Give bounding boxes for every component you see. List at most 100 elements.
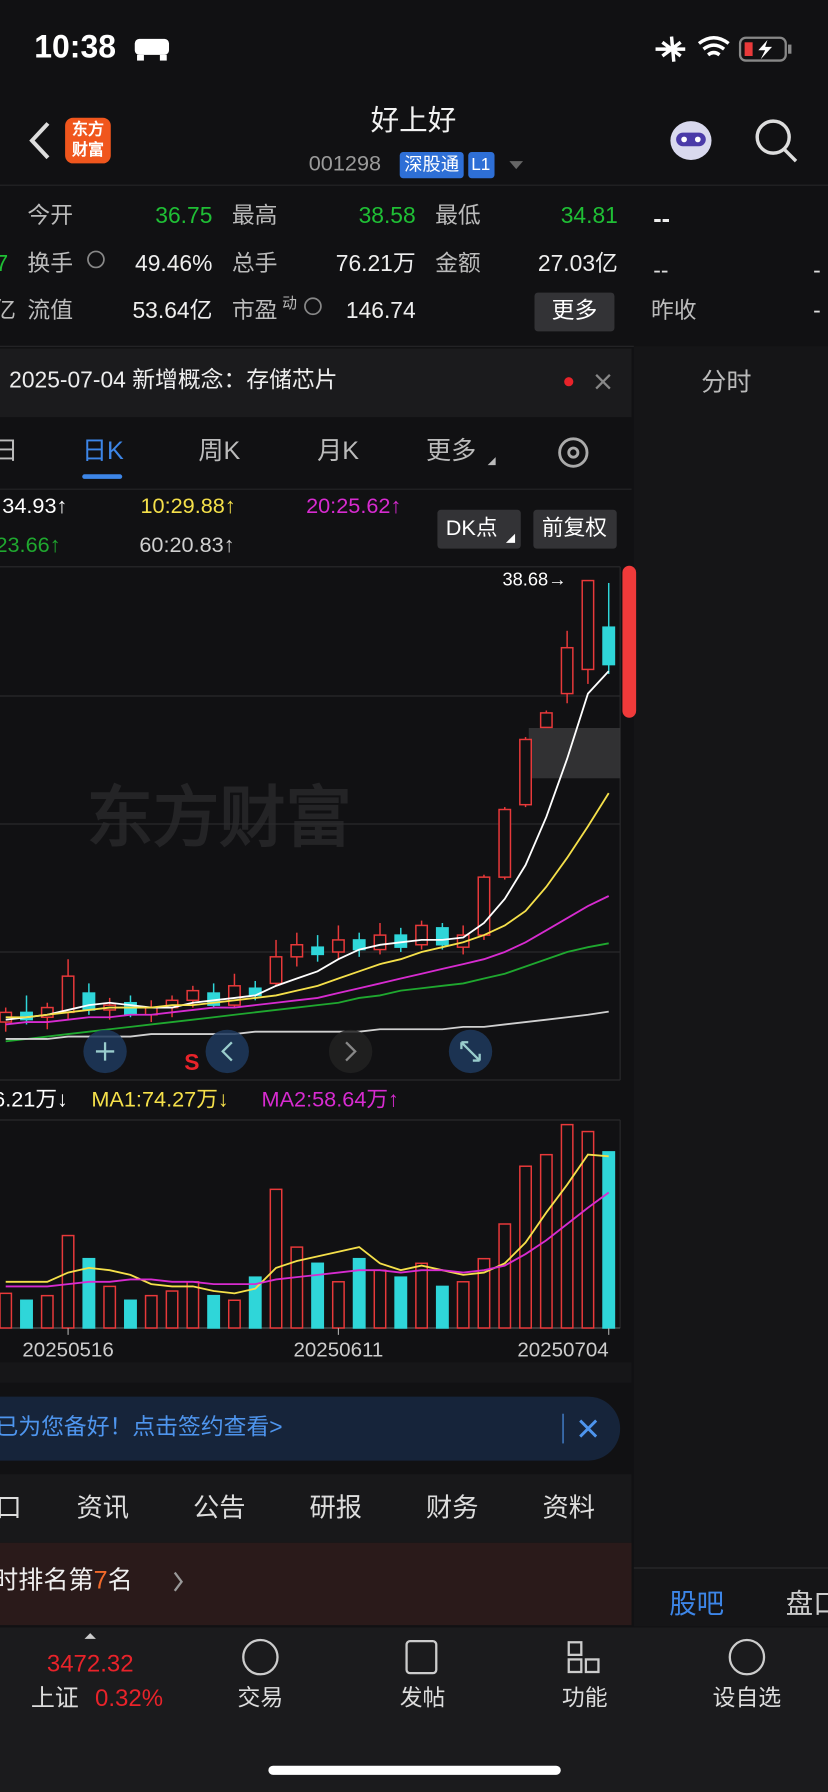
- kline-tab[interactable]: 周K: [198, 437, 240, 465]
- candle-body: [602, 626, 616, 666]
- prev-button[interactable]: [205, 1029, 249, 1074]
- volume-bar: [331, 1281, 345, 1329]
- x-tick-label: 20250611: [293, 1338, 383, 1361]
- dk-text: DK点: [446, 515, 498, 540]
- info-icon[interactable]: [87, 250, 105, 269]
- news-tabs: 口 资讯 公告 研报 财务 资料: [0, 1493, 595, 1523]
- quote-label: 流值: [27, 297, 73, 323]
- promo-banner[interactable]: [0, 1396, 621, 1461]
- left-icon: [221, 1041, 233, 1062]
- kline-marks: [0, 579, 621, 1043]
- next-button[interactable]: [328, 1029, 373, 1074]
- volume-bar: [269, 1188, 283, 1329]
- ma-line: [5, 670, 610, 1021]
- side-tab[interactable]: 分时: [701, 369, 751, 397]
- settings-icon[interactable]: [558, 437, 589, 468]
- badge: [399, 152, 464, 179]
- candle-body: [560, 646, 574, 695]
- watchlist-icon[interactable]: [728, 1638, 766, 1676]
- news-tab[interactable]: 研报: [310, 1493, 363, 1523]
- candle-body: [227, 985, 241, 1006]
- candle-body: [269, 956, 283, 985]
- quote-label: 今开: [27, 202, 73, 228]
- chevron: [173, 1571, 184, 1592]
- ma-legend: 60:20.83↑: [139, 532, 234, 557]
- quote-value: 76.21万: [336, 250, 416, 276]
- vol-legend: 6.21万↓: [0, 1086, 68, 1111]
- more-button[interactable]: [534, 292, 615, 332]
- info-icon[interactable]: [304, 297, 322, 316]
- volume-bar: [0, 1292, 13, 1329]
- battery-icon: [738, 36, 792, 62]
- adjust-button[interactable]: [533, 509, 617, 549]
- clock: 10:38: [34, 29, 116, 65]
- close-icon[interactable]: [595, 374, 611, 390]
- car-icon: [134, 38, 170, 61]
- kline-tab[interactable]: 更多: [426, 437, 476, 465]
- promo-close[interactable]: [579, 1419, 598, 1438]
- volume-bar: [61, 1234, 75, 1329]
- kline-tab[interactable]: 月K: [317, 437, 359, 465]
- stock-name: 好上好: [371, 105, 457, 137]
- index-name: 上证: [31, 1685, 79, 1712]
- candle-body: [82, 992, 96, 1011]
- side-bottom-tab[interactable]: 盘口: [786, 1588, 828, 1619]
- ma-line: [5, 942, 609, 1043]
- vol-legend: MA1:74.27万↓: [91, 1086, 228, 1111]
- nav-item[interactable]: 发帖: [400, 1684, 446, 1710]
- volume-bar: [560, 1123, 574, 1329]
- volume-bar: [394, 1276, 408, 1329]
- nav-item[interactable]: 设自选: [713, 1684, 782, 1710]
- volume-bar: [477, 1257, 491, 1329]
- volume-bar: [602, 1151, 616, 1329]
- trade-icon[interactable]: [242, 1638, 279, 1676]
- plus-icon: [95, 1042, 115, 1061]
- ma-line: [5, 895, 610, 1026]
- side-value: -: [813, 257, 821, 283]
- kline-tab[interactable]: 日K: [82, 437, 124, 465]
- quote-edge: 亿: [0, 297, 16, 323]
- volume-ma-line: [5, 1153, 609, 1295]
- quote-sup: 动: [282, 295, 297, 312]
- quote-label: 总手: [232, 250, 278, 276]
- back-button[interactable]: [29, 122, 50, 160]
- news-tab[interactable]: 资讯: [77, 1493, 130, 1523]
- kline-tab[interactable]: 日: [0, 437, 18, 465]
- news-tab[interactable]: 财务: [426, 1493, 479, 1523]
- nav-item[interactable]: 交易: [238, 1684, 284, 1710]
- notice-text[interactable]: 2025-07-04 新增概念：存储芯片: [9, 367, 337, 393]
- side-bottom-tab[interactable]: 股吧: [669, 1588, 724, 1619]
- search-icon[interactable]: [755, 119, 798, 163]
- candle-body: [331, 939, 345, 953]
- adjust-text: 前复权: [542, 515, 607, 540]
- news-tab[interactable]: 口: [0, 1493, 22, 1523]
- rank-text[interactable]: 时排名第7名: [0, 1566, 133, 1594]
- post-icon[interactable]: [405, 1640, 438, 1675]
- ma-line: [5, 792, 610, 1019]
- app-logo: [65, 117, 111, 164]
- news-tab[interactable]: 资料: [542, 1493, 595, 1523]
- quote-value: 49.46%: [135, 250, 212, 276]
- volume-bar: [581, 1130, 595, 1329]
- quote-value: 27.03亿: [538, 250, 618, 276]
- x-tick-label: 20250516: [22, 1338, 113, 1361]
- candle-body: [311, 946, 325, 956]
- dk-button[interactable]: [437, 509, 521, 549]
- nav-item[interactable]: 功能: [562, 1684, 608, 1710]
- ma-legend: 34.93↑: [2, 493, 67, 518]
- robot-icon[interactable]: [670, 121, 712, 160]
- candle-body: [519, 738, 533, 806]
- rank-number: 7: [94, 1566, 108, 1594]
- volume-bar: [435, 1285, 449, 1329]
- quote-label: 最低: [435, 202, 481, 228]
- volume-bar: [248, 1276, 262, 1329]
- volume-bar: [165, 1290, 179, 1329]
- volume-bar: [311, 1262, 325, 1329]
- index-change: 0.32%: [95, 1685, 163, 1712]
- function-icon[interactable]: [567, 1641, 583, 1656]
- up-arrow: [84, 1633, 96, 1639]
- dropdown-arrow[interactable]: [509, 161, 524, 170]
- promo-text[interactable]: 已为您备好！点击签约查看>: [0, 1414, 283, 1440]
- news-tab[interactable]: 公告: [193, 1493, 246, 1523]
